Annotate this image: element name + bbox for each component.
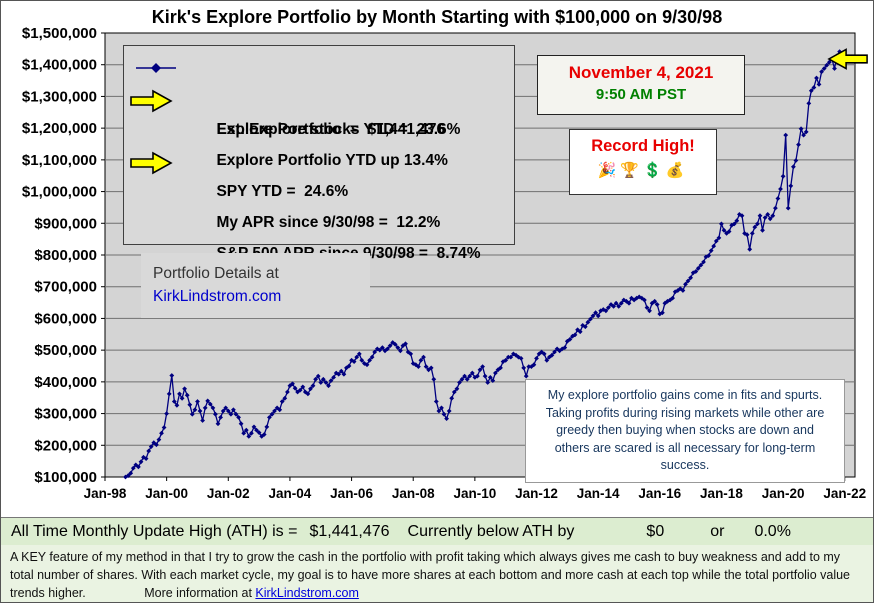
method-description: A KEY feature of my method in that I try… — [1, 545, 873, 602]
legend-label: Explore Portfolio YTD up 13.4% — [216, 152, 448, 169]
svg-text:Jan-18: Jan-18 — [700, 486, 743, 501]
more-info-label: More information at — [144, 585, 252, 600]
legend-row-portfolio: Explore Portfolio = $1,441,476 — [124, 52, 514, 138]
yellow-arrow-icon — [827, 48, 868, 70]
series-line-diamond-icon — [136, 63, 176, 73]
svg-text:Jan-02: Jan-02 — [207, 486, 250, 501]
svg-text:$100,000: $100,000 — [34, 469, 97, 486]
svg-text:Jan-20: Jan-20 — [762, 486, 805, 501]
svg-text:Jan-04: Jan-04 — [269, 486, 312, 501]
ath-below-percent: 0.0% — [754, 522, 791, 540]
svg-text:$500,000: $500,000 — [34, 342, 97, 359]
yellow-arrow-icon — [130, 89, 173, 113]
svg-text:Jan-12: Jan-12 — [515, 486, 558, 501]
legend-row-spy-ytd: SPY YTD = 24.6% — [124, 145, 514, 200]
yellow-arrow-icon — [130, 151, 173, 175]
svg-text:Jan-98: Jan-98 — [84, 486, 127, 501]
svg-text:Jan-06: Jan-06 — [330, 486, 373, 501]
ath-below-value: $0 — [646, 522, 665, 540]
chart-legend: Explore Portfolio = $1,441,476 Est. Expl… — [123, 45, 515, 262]
ath-or-label: or — [710, 522, 725, 540]
kirklindstrom-footer-link[interactable]: KirkLindstrom.com — [255, 585, 359, 600]
svg-text:$200,000: $200,000 — [34, 437, 97, 454]
svg-text:$1,300,000: $1,300,000 — [22, 88, 97, 105]
svg-text:$700,000: $700,000 — [34, 279, 97, 296]
kirklindstrom-link[interactable]: KirkLindstrom.com — [153, 288, 282, 306]
svg-text:$1,200,000: $1,200,000 — [22, 120, 97, 137]
svg-text:$1,500,000: $1,500,000 — [22, 25, 97, 42]
svg-text:Jan-14: Jan-14 — [577, 486, 620, 501]
portfolio-chart: Kirk's Explore Portfolio by Month Starti… — [1, 1, 873, 518]
legend-row-est-ytd: Est. Explore stocks YTD = 23.6% — [124, 83, 514, 138]
svg-text:$400,000: $400,000 — [34, 374, 97, 391]
svg-text:$1,100,000: $1,100,000 — [22, 152, 97, 169]
details-text: Portfolio Details at — [153, 265, 279, 282]
strategy-note-box: My explore portfolio gains come in fits … — [525, 379, 845, 483]
celebration-icons: 🎉🏆💲💰 — [597, 162, 689, 179]
report-date: November 4, 2021 — [568, 63, 714, 82]
legend-row-my-apr: My APR since 9/30/98 = 12.2% — [124, 176, 514, 231]
svg-text:Jan-10: Jan-10 — [453, 486, 496, 501]
legend-label: Est. Explore stocks YTD = 23.6% — [216, 121, 461, 138]
svg-text:Jan-00: Jan-00 — [145, 486, 188, 501]
ath-status-bar: All Time Monthly Update High (ATH) is = … — [1, 518, 873, 545]
record-high-box: Record High! 🎉🏆💲💰 — [569, 129, 717, 195]
svg-text:$1,000,000: $1,000,000 — [22, 184, 97, 201]
legend-row-portfolio-ytd: Explore Portfolio YTD up 13.4% — [124, 114, 514, 169]
legend-label: Explore Portfolio = $1,441,476 — [216, 121, 446, 138]
svg-text:$600,000: $600,000 — [34, 310, 97, 327]
ath-value: $1,441,476 — [309, 522, 390, 540]
record-high-label: Record High! — [591, 137, 695, 155]
ath-below-label: Currently below ATH by — [407, 522, 575, 540]
portfolio-details-box: Portfolio Details at KirkLindstrom.com — [141, 253, 370, 318]
report-time: 9:50 AM PST — [595, 86, 687, 103]
svg-text:Jan-16: Jan-16 — [638, 486, 681, 501]
svg-text:Jan-08: Jan-08 — [392, 486, 435, 501]
legend-label: My APR since 9/30/98 = 12.2% — [216, 214, 441, 231]
chart-title: Kirk's Explore Portfolio by Month Starti… — [151, 7, 723, 27]
date-time-box: November 4, 2021 9:50 AM PST — [537, 55, 745, 115]
legend-label: SPY YTD = 24.6% — [216, 183, 349, 200]
svg-text:$900,000: $900,000 — [34, 215, 97, 232]
svg-text:$1,400,000: $1,400,000 — [22, 57, 97, 74]
footer-text: A KEY feature of my method in that I try… — [10, 550, 851, 600]
legend-row-sp500-apr: S&P 500 APR since 9/30/98 = 8.74% — [124, 207, 514, 262]
svg-text:$800,000: $800,000 — [34, 247, 97, 264]
svg-text:$300,000: $300,000 — [34, 406, 97, 423]
svg-text:Jan-22: Jan-22 — [823, 486, 866, 501]
ath-label: All Time Monthly Update High (ATH) is = — [11, 522, 298, 540]
